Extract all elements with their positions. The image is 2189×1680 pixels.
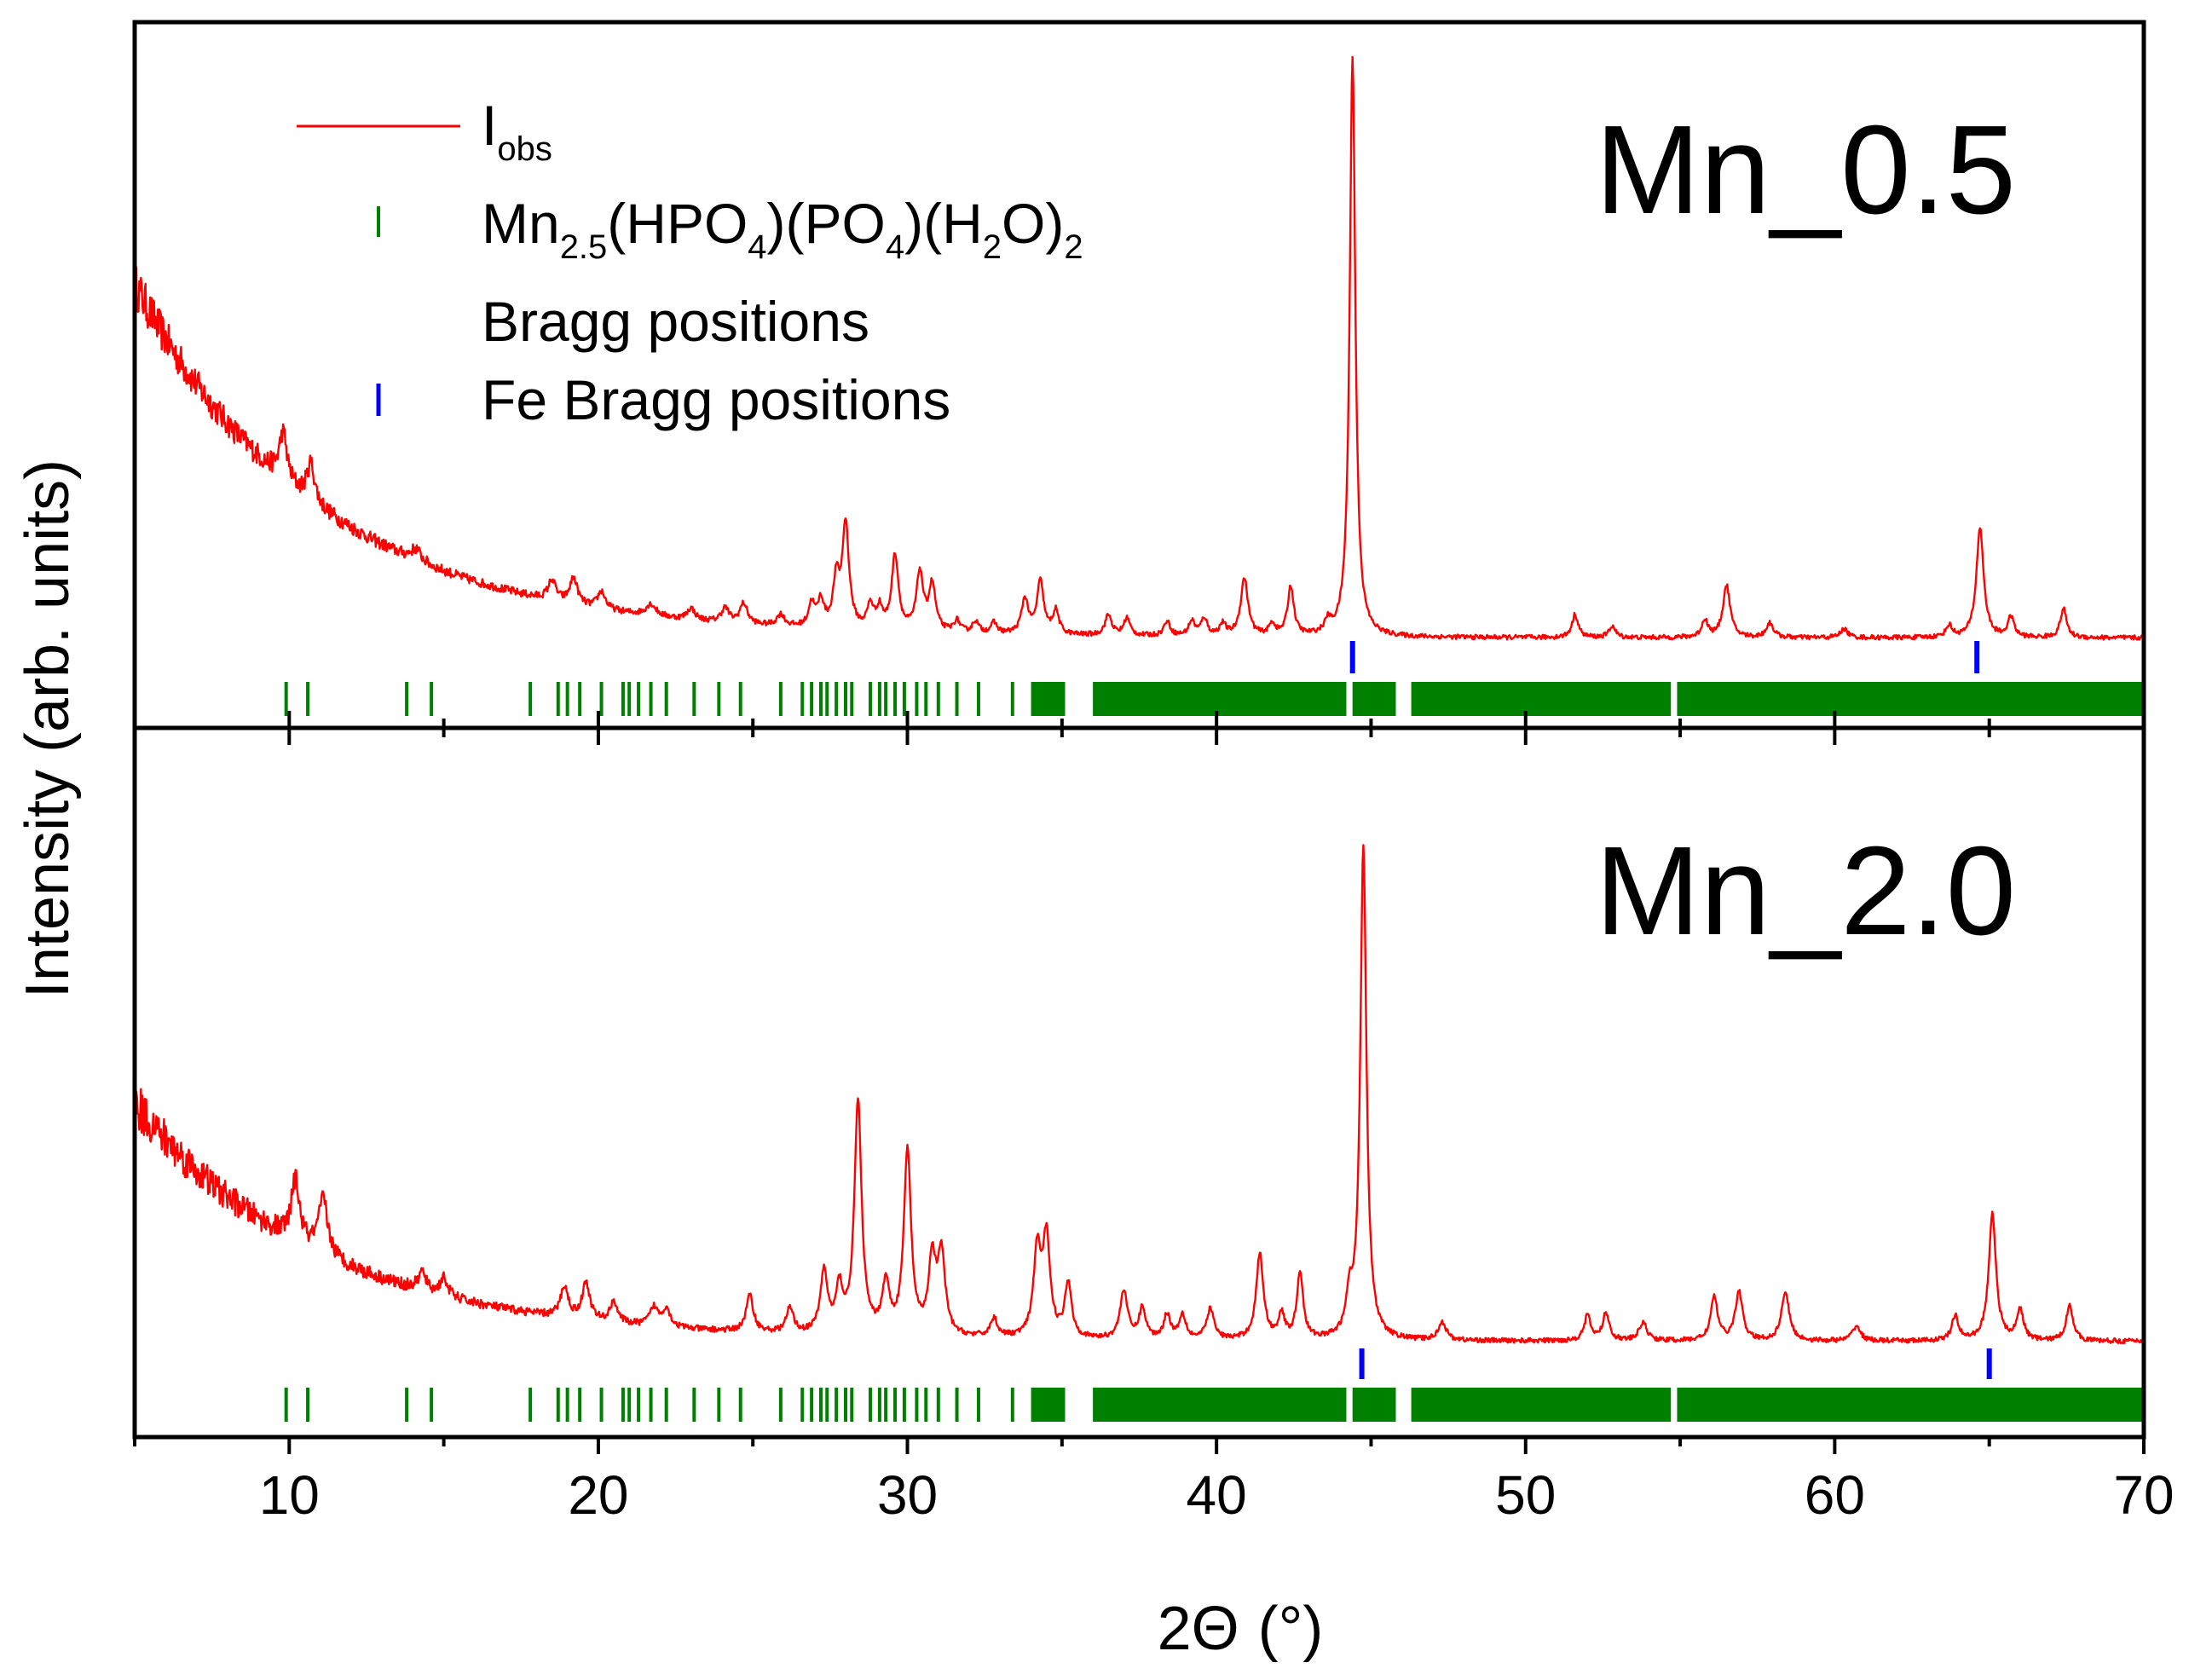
mn-bragg-tick-band xyxy=(1411,1388,1672,1422)
fe-bragg-ticks-bottom xyxy=(1359,1348,1992,1379)
x-axis-label-symbol: 2Θ xyxy=(1158,1595,1239,1663)
legend-observed-main: I xyxy=(482,94,497,157)
formula-text: O) xyxy=(1002,192,1064,255)
mn-bragg-tick-band xyxy=(1093,682,1347,716)
legend: Iobs Mn2.5(HPO4)(PO4)(H2O)2 Bragg positi… xyxy=(297,94,1083,431)
x-tick-label: 60 xyxy=(1805,1464,1865,1526)
mn-bragg-tick-band xyxy=(1677,1388,2144,1422)
panel-label-mn-2-0: Mn_2.0 xyxy=(1595,821,2016,961)
mn-bragg-tick-band xyxy=(1031,1388,1066,1422)
y-axis-label: Intensity (arb. units) xyxy=(14,459,82,998)
panel-mn-2-0: Mn_2.0 xyxy=(133,821,2145,1422)
panel-mn-0-5: Mn_0.5 xyxy=(133,55,2146,716)
formula-subscript: 2.5 xyxy=(560,228,608,266)
formula-subscript: 4 xyxy=(886,228,904,266)
x-tick-label: 50 xyxy=(1495,1464,1556,1526)
legend-mn-phase-formula: Mn2.5(HPO4)(PO4)(H2O)2 xyxy=(482,192,1083,266)
formula-subscript: 2 xyxy=(1064,228,1083,266)
mn-phase-bragg-ticks-top xyxy=(284,682,2144,716)
formula-text: )(PO xyxy=(767,192,886,255)
mn-bragg-tick-band xyxy=(1031,682,1066,716)
observed-pattern-mn-0-5 xyxy=(133,55,2146,641)
x-axis-label-unit: (°) xyxy=(1258,1595,1324,1663)
formula-subscript: 4 xyxy=(748,228,766,266)
observed-pattern-mn-2-0 xyxy=(133,844,2145,1345)
formula-text: )(H xyxy=(904,192,983,255)
x-tick-label: 30 xyxy=(877,1464,938,1526)
mn-bragg-tick-band xyxy=(1352,1388,1396,1422)
x-tick-label: 10 xyxy=(259,1464,320,1526)
formula-text: (HPO xyxy=(607,192,748,255)
mn-bragg-tick-band xyxy=(1352,682,1396,716)
x-tick-label: 70 xyxy=(2113,1464,2174,1526)
mn-bragg-tick-band xyxy=(1677,682,2144,716)
panel-label-mn-0-5: Mn_0.5 xyxy=(1595,100,2016,240)
x-tick-label: 40 xyxy=(1187,1464,1247,1526)
legend-observed-sub: obs xyxy=(497,130,552,168)
formula-subscript: 2 xyxy=(983,228,1002,266)
x-axis-label: 2Θ (°) xyxy=(1158,1595,1324,1663)
legend-fe-label: Fe Bragg positions xyxy=(482,368,950,431)
fe-bragg-ticks-top xyxy=(1349,641,1980,673)
formula-text: Mn xyxy=(482,192,560,255)
legend-observed-label: Iobs xyxy=(482,94,552,168)
x-tick-label: 20 xyxy=(568,1464,628,1526)
legend-mn-phase-label: Bragg positions xyxy=(482,290,869,353)
x-axis-ticks: 10 20 30 40 50 60 70 xyxy=(133,711,2175,1526)
mn-bragg-tick-band xyxy=(1093,1388,1347,1422)
mn-bragg-tick-band xyxy=(1411,682,1672,716)
mn-phase-bragg-ticks-bottom xyxy=(284,1388,2144,1422)
